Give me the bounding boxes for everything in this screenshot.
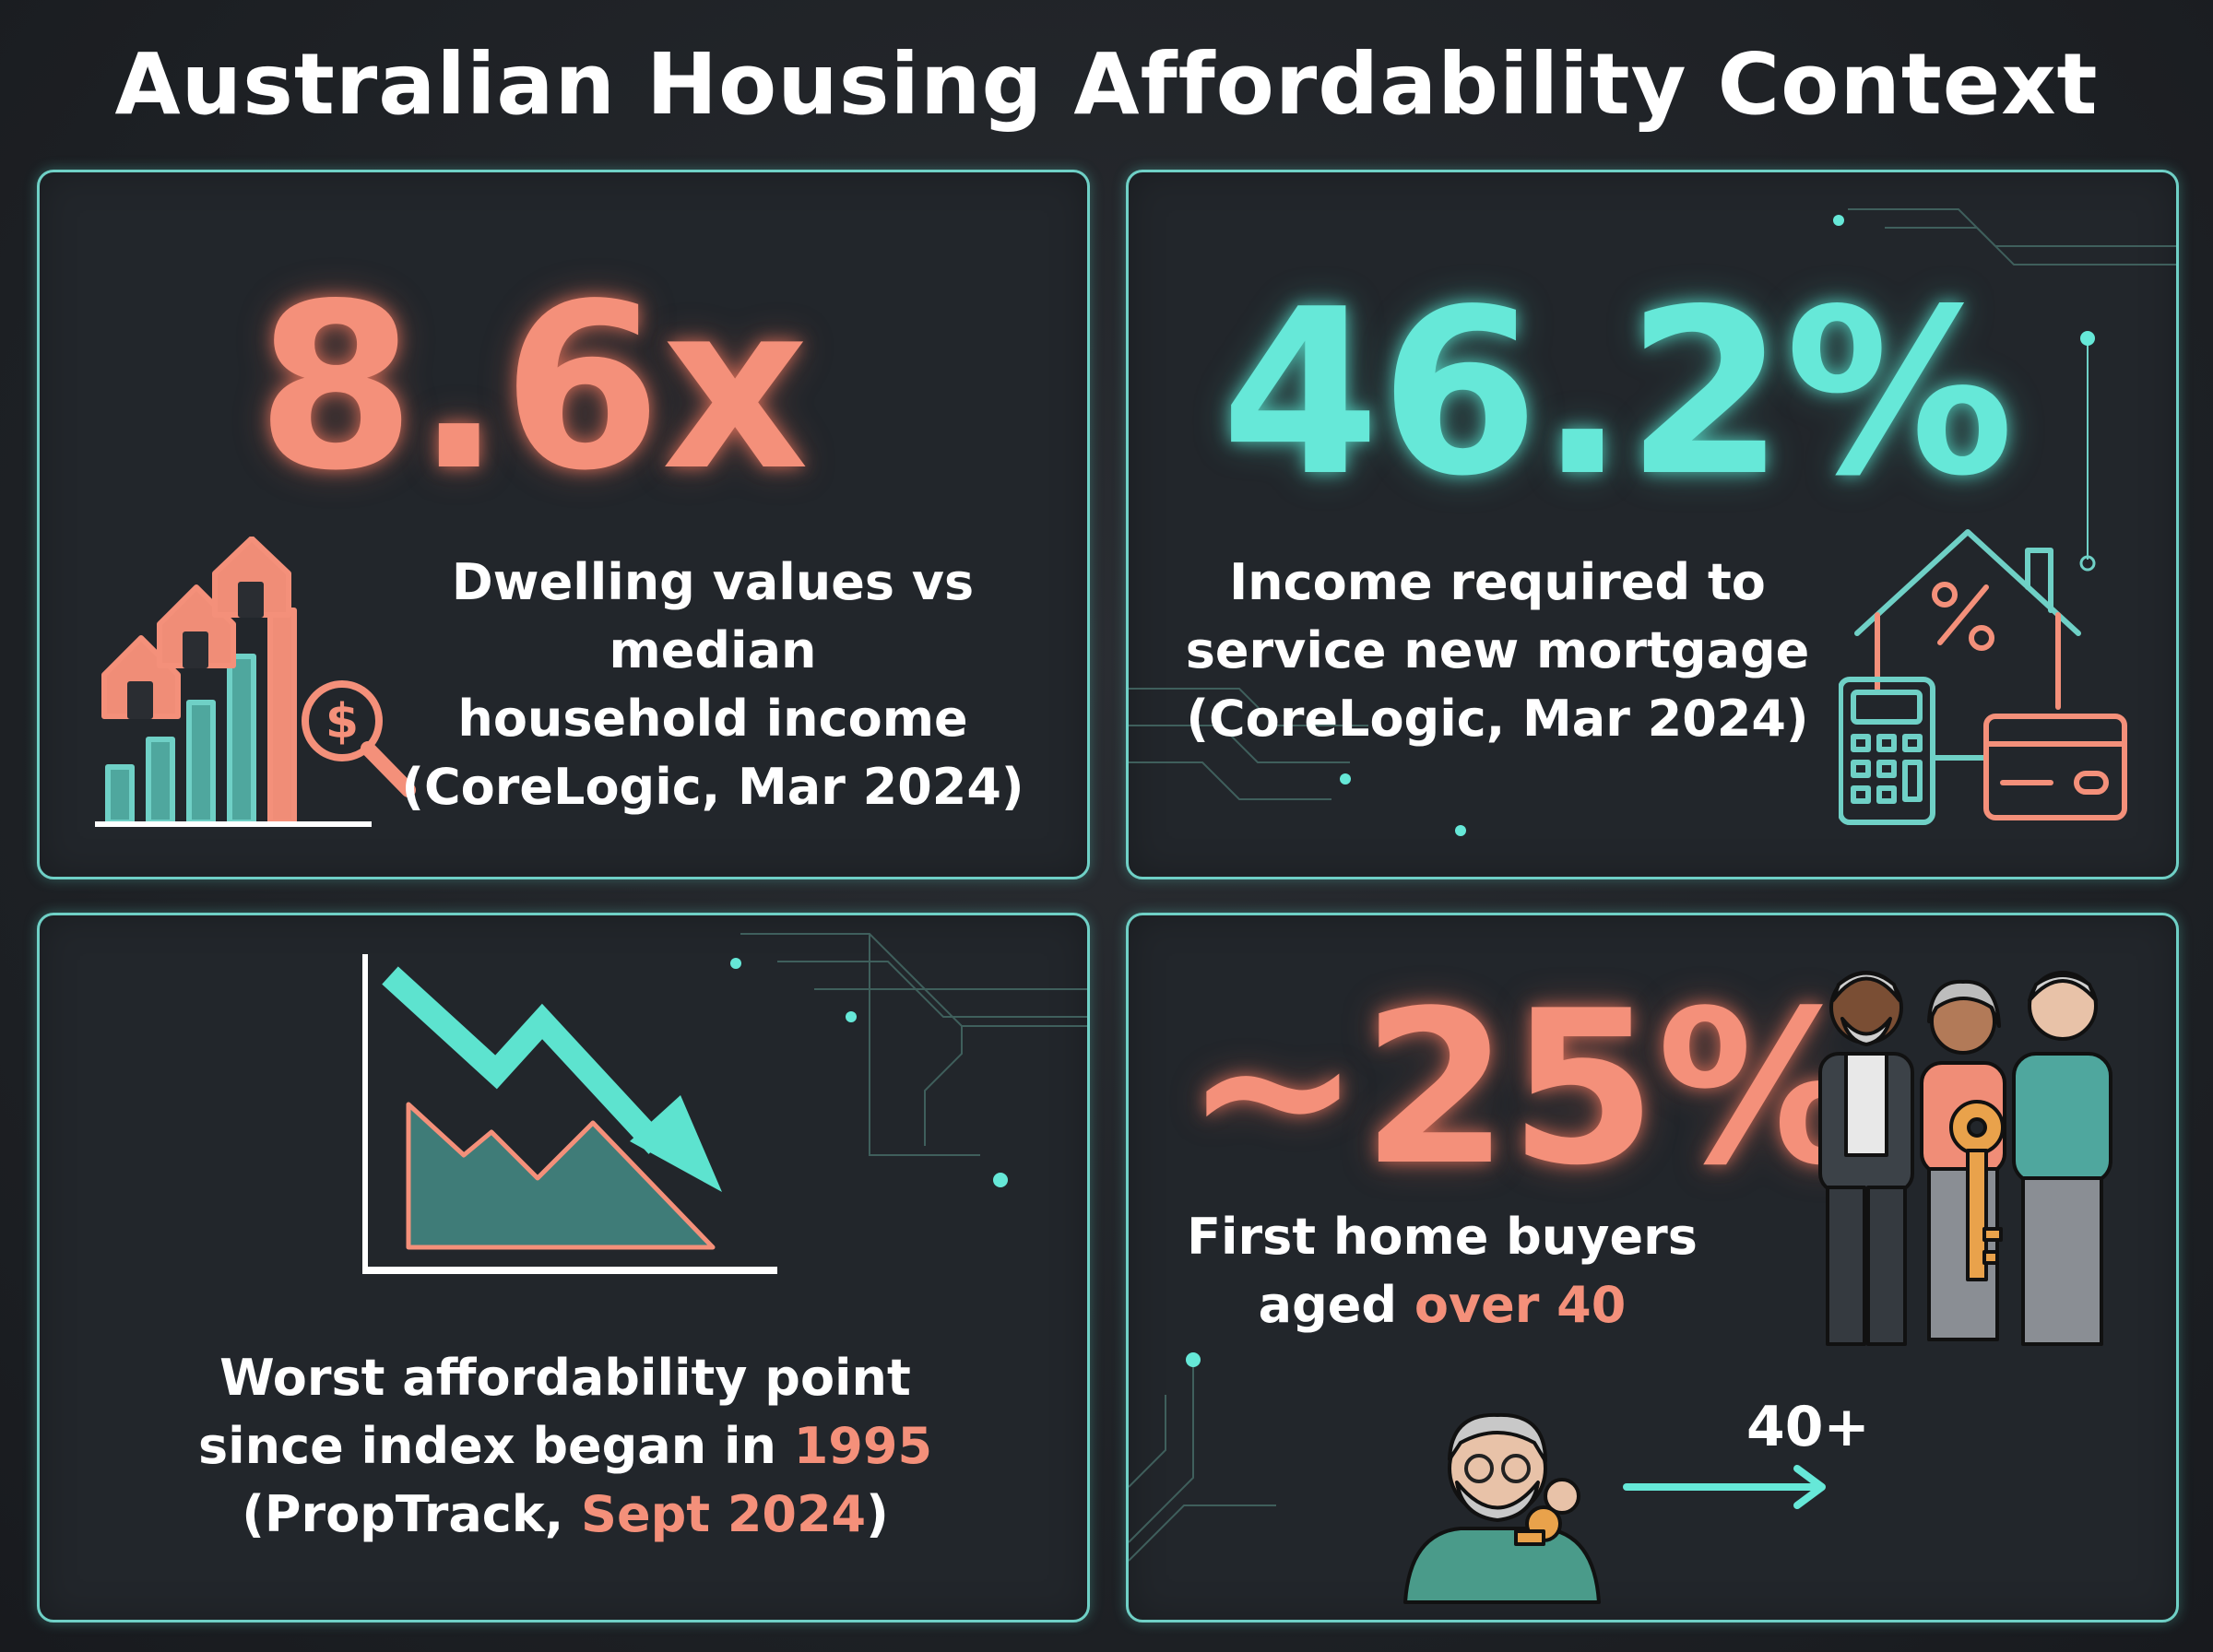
- arrow-right-icon: [1623, 1465, 1826, 1509]
- page-title: Australian Housing Affordability Context: [114, 35, 2099, 134]
- stat-description: Income required to service new mortgage …: [1175, 549, 1820, 753]
- description-line: Worst affordability point: [219, 1349, 911, 1407]
- description-line: (PropTrack, Sept 2024): [104, 1481, 1026, 1549]
- house-percent-calculator-card-icon: [1839, 529, 2127, 825]
- older-man-holding-key-icon: [1403, 1412, 1601, 1604]
- description-text: (PropTrack,: [242, 1485, 582, 1543]
- description-line: First home buyers: [1187, 1208, 1698, 1266]
- circuit-lines-decoration: [1129, 208, 2176, 836]
- stat-description: Worst affordability point since index be…: [104, 1344, 1026, 1549]
- stat-description: First home buyers aged over 40: [1156, 1203, 1728, 1339]
- description-line: Income required to: [1229, 553, 1766, 611]
- description-line: household income: [457, 690, 968, 748]
- stat-card-worst-affordability: Worst affordability point since index be…: [37, 913, 1090, 1622]
- stat-value: 46.2%: [1221, 261, 2015, 526]
- stat-card-first-home-buyers: ~25% First home buyers aged over 40: [1126, 913, 2179, 1622]
- circuit-lines-decoration: [730, 933, 1087, 1187]
- description-text: aged: [1258, 1276, 1414, 1334]
- highlight-year: 1995: [793, 1417, 933, 1475]
- stat-card-mortgage-income: 46.2% Income required to service new mor…: [1126, 170, 2179, 879]
- description-line: (CoreLogic, Mar 2024): [1186, 690, 1809, 748]
- description-line: Dwelling values vs median: [451, 553, 975, 679]
- older-people-with-key-icon: [1818, 971, 2112, 1346]
- declining-area-chart-arrow-icon: [362, 954, 777, 1274]
- description-line: since index began in 1995: [104, 1412, 1026, 1481]
- highlight-age: over 40: [1414, 1276, 1627, 1334]
- circuit-lines-decoration: [1129, 1352, 1276, 1562]
- highlight-date: Sept 2024: [581, 1485, 867, 1543]
- houses-bar-chart-dollar-magnifier-icon: $: [95, 537, 416, 827]
- svg-text:$: $: [325, 694, 359, 749]
- description-text: since index began in: [197, 1417, 794, 1475]
- stat-description: Dwelling values vs median household inco…: [344, 549, 1082, 821]
- description-text: ): [866, 1485, 889, 1543]
- description-line: (CoreLogic, Mar 2024): [401, 758, 1024, 816]
- age-label: 40+: [1746, 1395, 1870, 1459]
- stat-card-price-to-income: 8.6x $ Dwelling values vs median househo…: [37, 170, 1090, 879]
- description-line: service new mortgage: [1185, 621, 1810, 679]
- stat-value: 8.6x: [256, 255, 810, 521]
- description-line: aged over 40: [1156, 1271, 1728, 1339]
- stat-value: ~25%: [1184, 966, 1870, 1212]
